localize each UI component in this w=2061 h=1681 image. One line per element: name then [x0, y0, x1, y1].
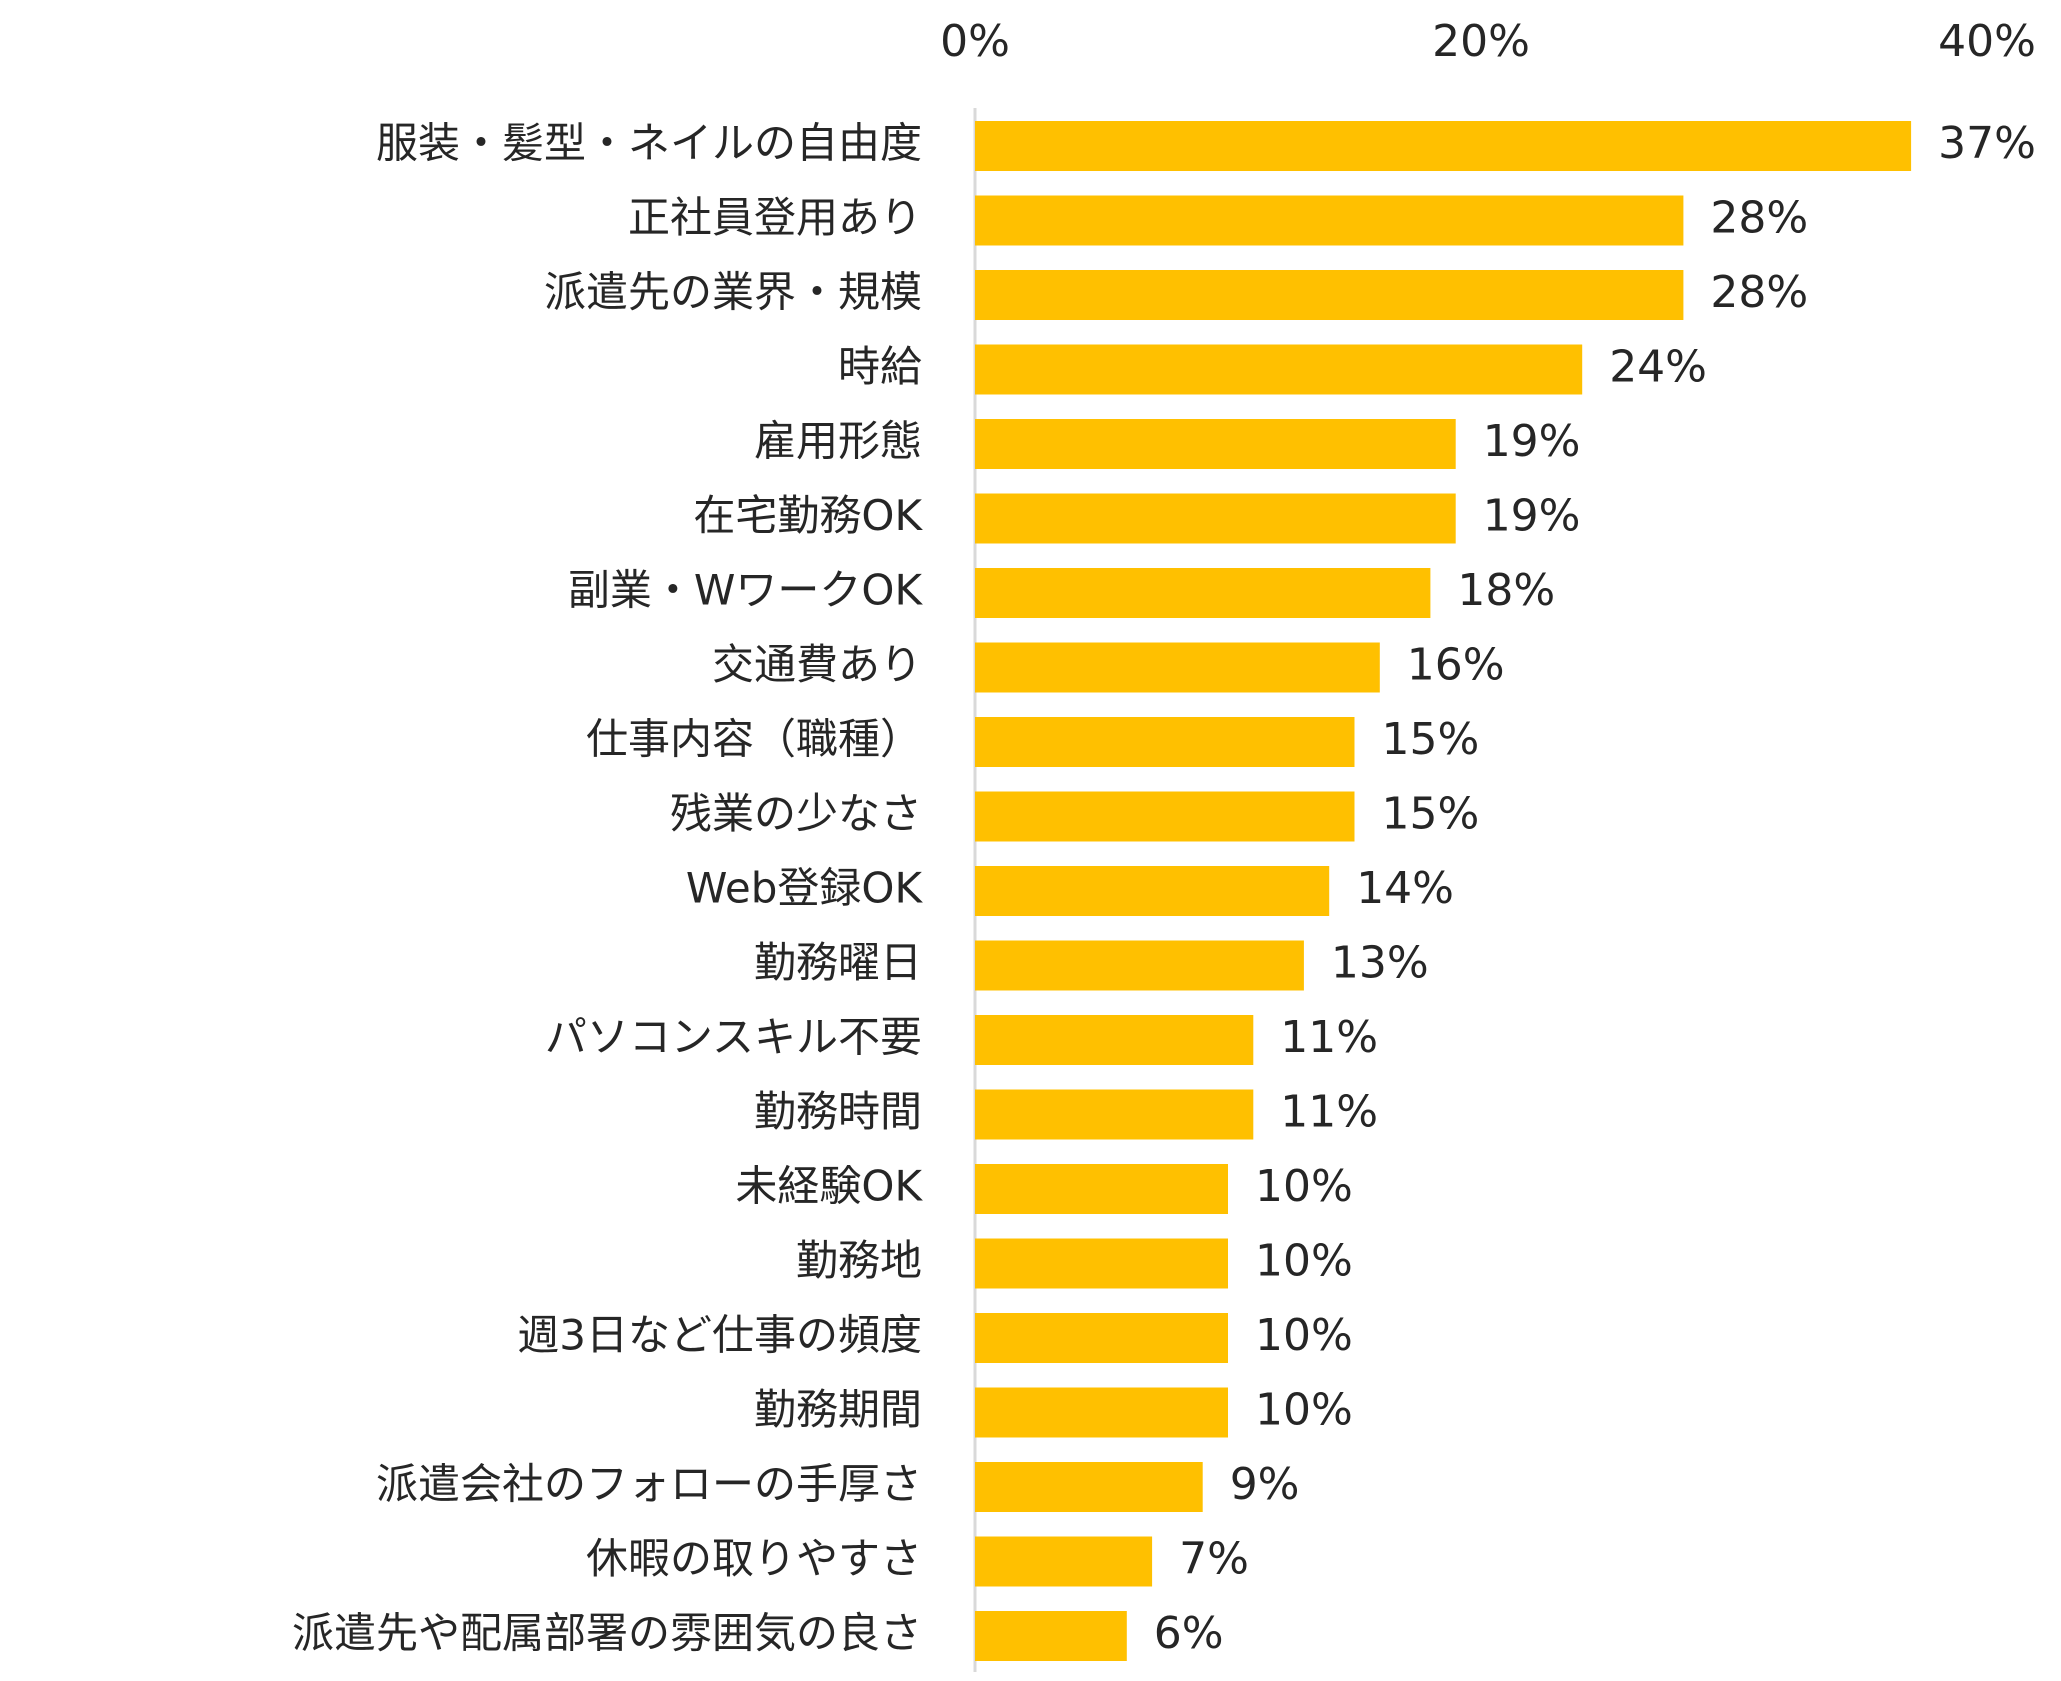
bar [975, 791, 1355, 842]
bar [975, 940, 1304, 991]
bar [975, 866, 1330, 916]
data-label: 24% [1609, 342, 1707, 393]
data-label: 15% [1382, 714, 1480, 765]
category-label: 未経験OK [735, 1162, 923, 1211]
bar [975, 1164, 1228, 1214]
data-label: 37% [1938, 118, 2036, 169]
data-label: 11% [1280, 1087, 1378, 1138]
bar [975, 1611, 1127, 1661]
bar [975, 1387, 1228, 1438]
data-label: 28% [1710, 267, 1808, 318]
bar [975, 1536, 1153, 1587]
bar [975, 419, 1456, 469]
data-label: 10% [1255, 1236, 1353, 1287]
bar [975, 270, 1684, 320]
category-label: 勤務地 [796, 1236, 922, 1285]
data-label: 19% [1483, 491, 1581, 542]
category-label: 勤務曜日 [754, 938, 922, 987]
category-label: 週3日など仕事の頻度 [517, 1311, 922, 1360]
data-label: 13% [1331, 938, 1429, 989]
category-label: 派遣先の業界・規模 [544, 268, 922, 317]
bar [975, 568, 1431, 618]
data-label: 10% [1255, 1161, 1353, 1212]
bar [975, 1238, 1228, 1289]
category-label: 在宅勤務OK [693, 491, 923, 540]
category-label: 派遣会社のフォローの手厚さ [376, 1460, 922, 1509]
data-label: 28% [1710, 193, 1808, 244]
bar [975, 642, 1380, 693]
data-label: 18% [1457, 565, 1555, 616]
x-tick-label: 20% [1432, 16, 1530, 67]
data-label: 15% [1382, 789, 1480, 840]
bar [975, 195, 1684, 246]
category-label: 休暇の取りやすさ [586, 1534, 922, 1583]
data-label: 6% [1154, 1608, 1224, 1659]
category-label: 勤務期間 [754, 1385, 922, 1434]
bar [975, 493, 1456, 544]
data-label: 16% [1407, 640, 1505, 691]
value-labels: 37%28%28%24%19%19%18%16%15%15%14%13%11%1… [1154, 118, 2036, 1659]
data-label: 19% [1483, 416, 1581, 467]
data-label: 10% [1255, 1385, 1353, 1436]
bar [975, 1313, 1228, 1363]
category-label: 雇用形態 [754, 417, 922, 466]
category-label: 正社員登用あり [628, 193, 922, 242]
bar [975, 344, 1583, 395]
bar [975, 1462, 1203, 1512]
category-label: 交通費あり [712, 640, 922, 689]
data-label: 14% [1356, 863, 1454, 914]
bar [975, 717, 1355, 767]
category-label: Web登録OK [686, 864, 924, 913]
category-label: 仕事内容（職種） [586, 715, 922, 764]
data-label: 7% [1179, 1534, 1249, 1585]
bar [975, 121, 1912, 171]
category-label: パソコンスキル不要 [545, 1013, 922, 1062]
category-label: 時給 [838, 342, 922, 391]
category-label: 服装・髪型・ネイルの自由度 [376, 119, 922, 168]
category-label: 副業・WワークOK [568, 566, 924, 615]
x-axis-ticks: 0% 20% 40% [940, 16, 2036, 67]
category-labels: 服装・髪型・ネイルの自由度正社員登用あり派遣先の業界・規模時給雇用形態在宅勤務O… [292, 119, 923, 1658]
category-label: 勤務時間 [754, 1087, 922, 1136]
x-tick-label: 0% [940, 16, 1010, 67]
bars-group [975, 121, 1912, 1661]
data-label: 10% [1255, 1310, 1353, 1361]
category-label: 派遣先や配属部署の雰囲気の良さ [292, 1609, 922, 1658]
data-label: 11% [1280, 1012, 1378, 1063]
x-tick-label: 40% [1938, 16, 2036, 67]
data-label: 9% [1230, 1459, 1300, 1510]
bar [975, 1015, 1254, 1065]
category-label: 残業の少なさ [670, 789, 922, 838]
bar [975, 1089, 1254, 1140]
